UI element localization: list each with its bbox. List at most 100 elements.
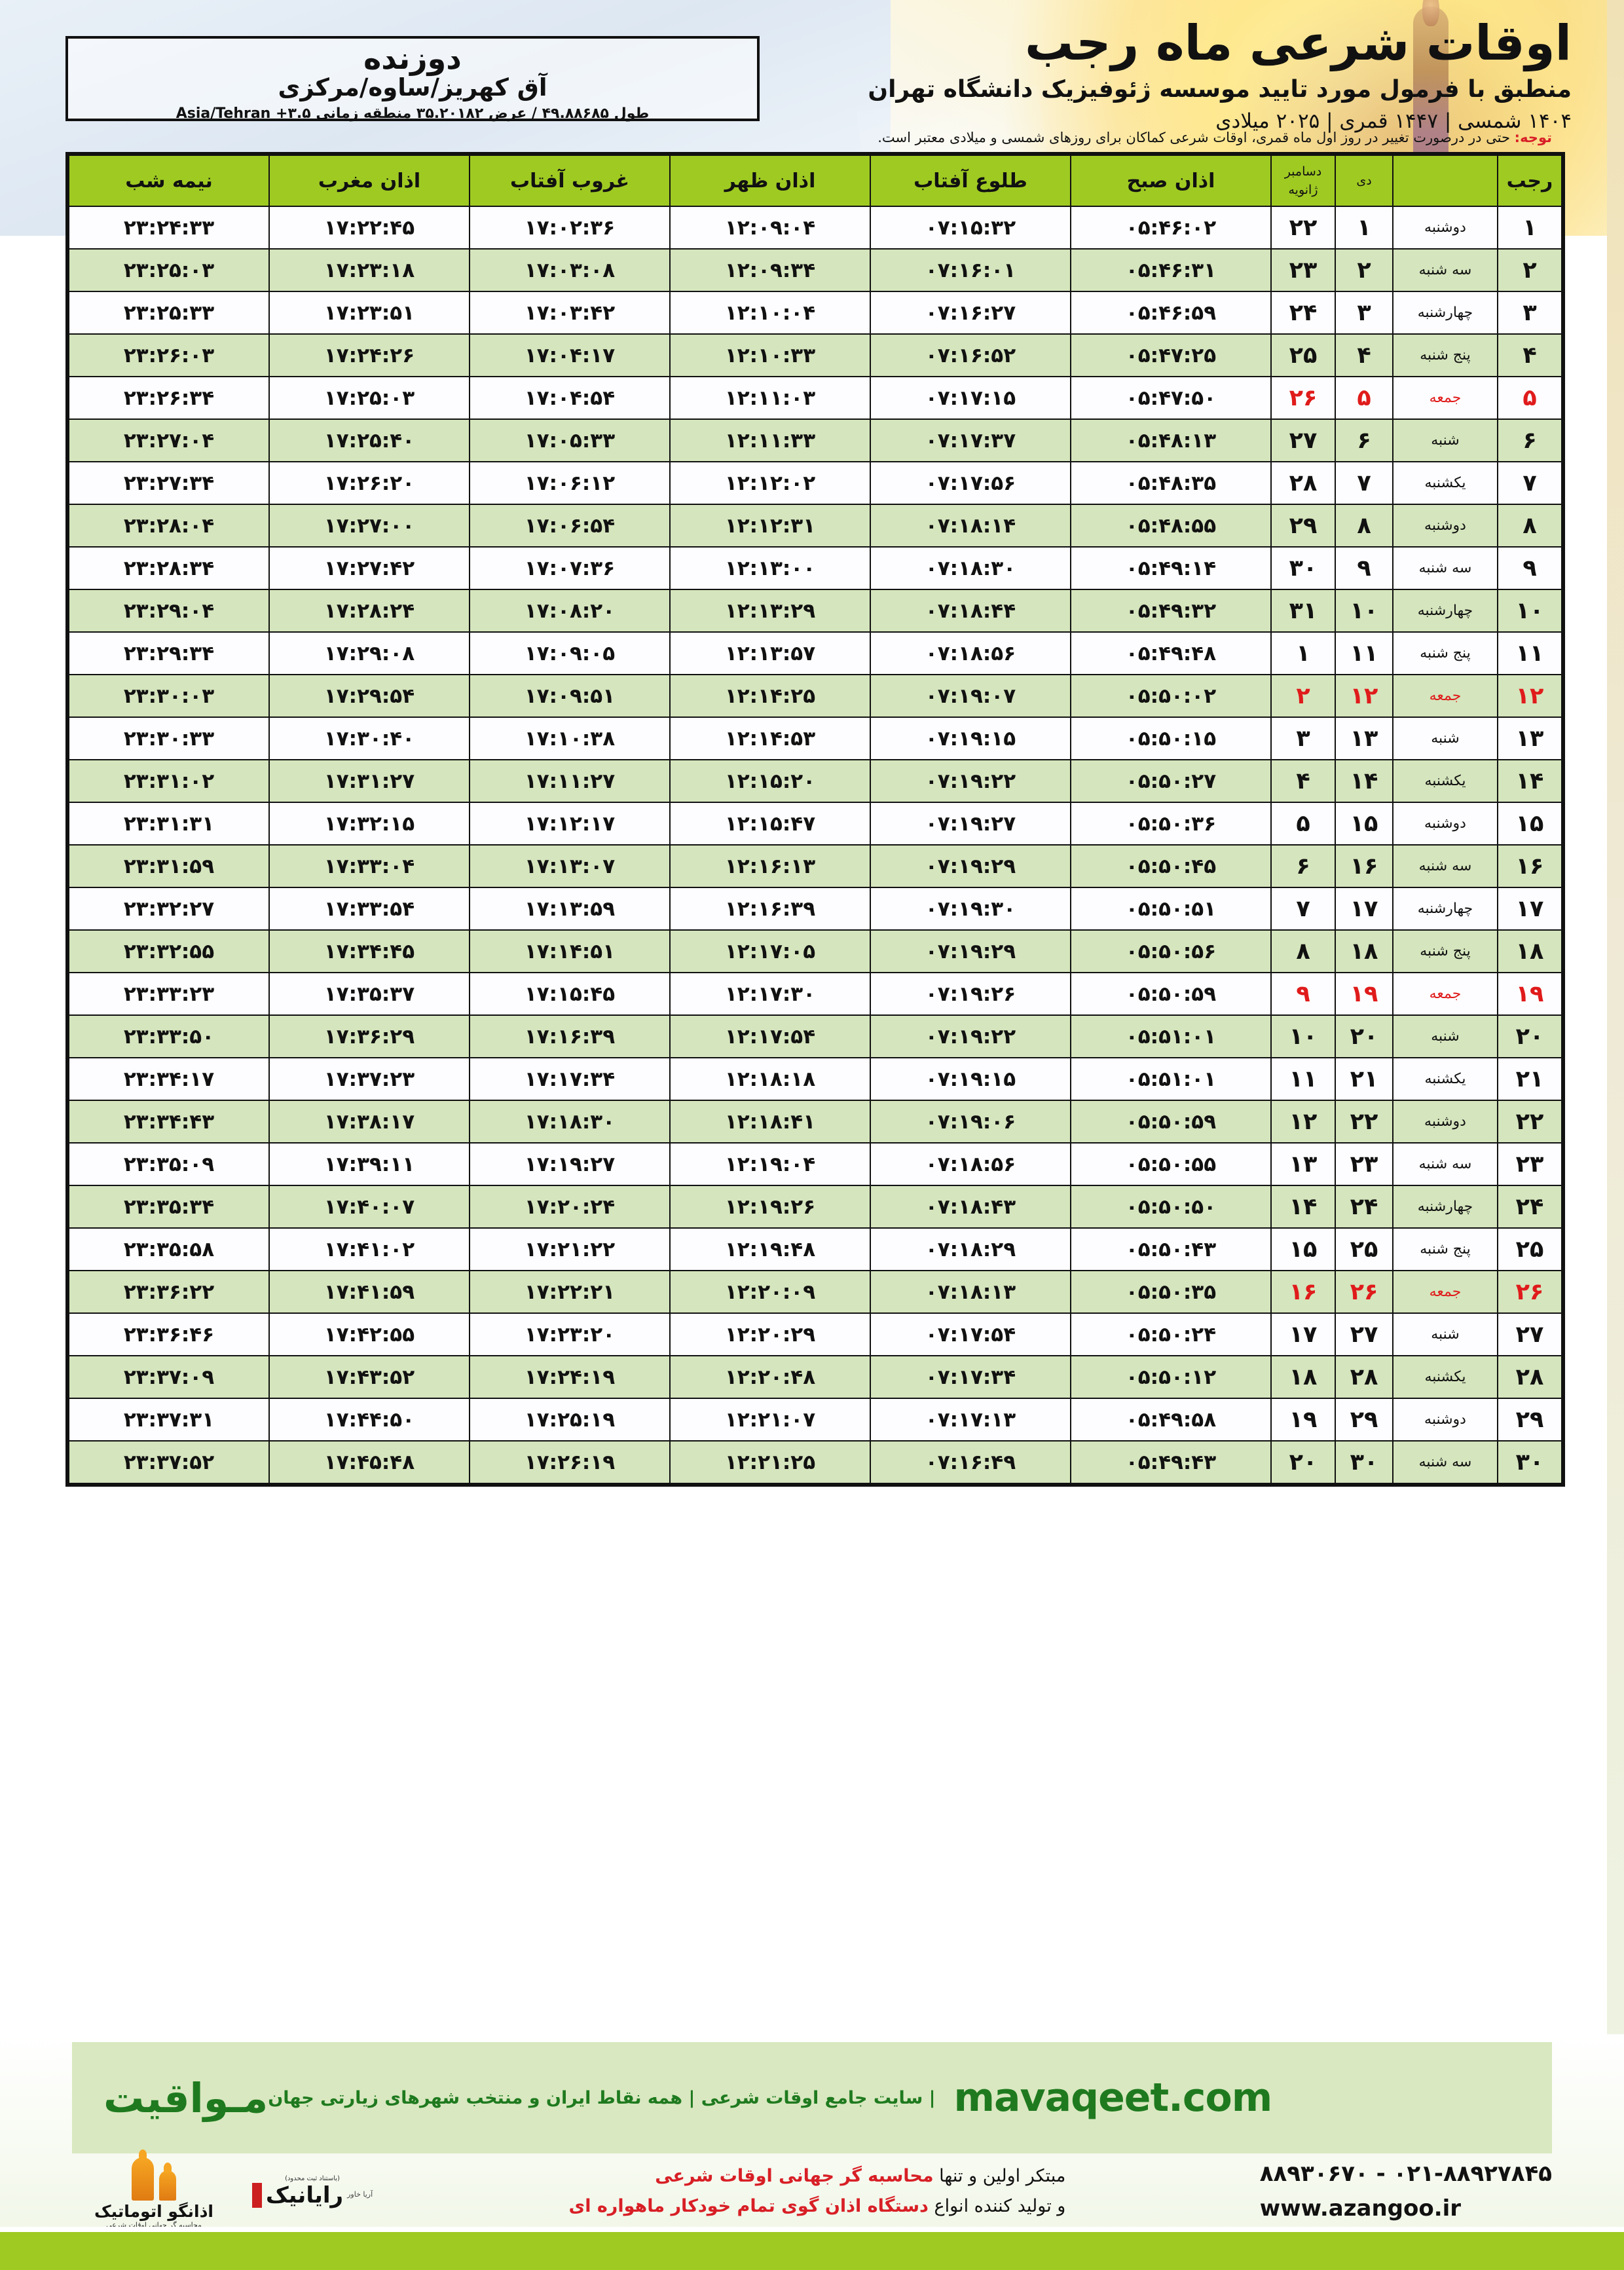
table-body: ۱ دوشنبه ۱ ۲۲ ۰۵:۴۶:۰۲ ۰۷:۱۵:۳۲ ۱۲:۰۹:۰۴ ۱۷:۰۲:… bbox=[68, 206, 1562, 1484]
time-sunrise: ۰۷:۱۸:۱۳ bbox=[870, 1270, 1071, 1314]
table-row: ۱۱ پنج شنبه ۱۱ ۱ ۰۵:۴۹:۴۸ ۰۷:۱۸:۵۶ ۱۲:۱۳:۵۷ ۱۷:… bbox=[68, 631, 1562, 675]
day-number-rajab: ۲۴ bbox=[1497, 1185, 1562, 1229]
day-number-gregorian: ۲۶ bbox=[1270, 376, 1336, 420]
time-sunset: ۱۷:۰۴:۱۷ bbox=[469, 333, 671, 377]
time-midnight: ۲۳:۳۰:۰۳ bbox=[68, 674, 270, 718]
time-fajr: ۰۵:۴۹:۵۸ bbox=[1070, 1398, 1272, 1442]
time-midnight: ۲۳:۲۹:۳۴ bbox=[68, 631, 270, 675]
time-maghrib: ۱۷:۲۶:۲۰ bbox=[268, 461, 470, 505]
table-row: ۲۹ دوشنبه ۲۹ ۱۹ ۰۵:۴۹:۵۸ ۰۷:۱۷:۱۳ ۱۲:۲۱:۰۷ ۱۷:۲… bbox=[68, 1398, 1562, 1442]
time-maghrib: ۱۷:۲۳:۱۸ bbox=[268, 248, 470, 292]
time-sunrise: ۰۷:۱۵:۳۲ bbox=[870, 206, 1071, 250]
table-row: ۲۶ جمعه ۲۶ ۱۶ ۰۵:۵۰:۳۵ ۰۷:۱۸:۱۳ ۱۲:۲۰:۰۹ ۱۷:۲۲:… bbox=[68, 1270, 1562, 1314]
time-midnight: ۲۳:۲۴:۳۳ bbox=[68, 206, 270, 250]
day-number-gregorian: ۱۱ bbox=[1270, 1057, 1336, 1101]
time-dhuhr: ۱۲:۱۳:۵۷ bbox=[669, 631, 871, 675]
time-midnight: ۲۳:۳۵:۳۴ bbox=[68, 1185, 270, 1229]
day-number-rajab: ۲۳ bbox=[1497, 1142, 1562, 1186]
weekday-name: چهارشنبه bbox=[1392, 1185, 1498, 1229]
title-block: اوقات شرعی ماه رجب منطبق با فرمول مورد ت… bbox=[799, 15, 1572, 132]
header-sunset: غروب آفتاب bbox=[469, 155, 671, 207]
rayanik-side-text: آریا خاور bbox=[347, 2190, 373, 2199]
time-dhuhr: ۱۲:۱۳:۰۰ bbox=[669, 546, 871, 590]
day-number-gregorian: ۳ bbox=[1270, 716, 1336, 760]
time-fajr: ۰۵:۵۱:۰۱ bbox=[1070, 1014, 1272, 1058]
table-row: ۲۲ دوشنبه ۲۲ ۱۲ ۰۵:۵۰:۵۹ ۰۷:۱۹:۰۶ ۱۲:۱۸:۴۱ ۱۷:۱… bbox=[68, 1100, 1562, 1144]
time-fajr: ۰۵:۴۹:۴۸ bbox=[1070, 631, 1272, 675]
time-sunrise: ۰۷:۱۹:۳۰ bbox=[870, 887, 1071, 931]
day-number-dey: ۱۸ bbox=[1335, 929, 1393, 973]
table-row: ۴ پنج شنبه ۴ ۲۵ ۰۵:۴۷:۲۵ ۰۷:۱۶:۵۲ ۱۲:۱۰:۳۳ ۱۷:۰… bbox=[68, 333, 1562, 377]
time-fajr: ۰۵:۴۷:۲۵ bbox=[1070, 333, 1272, 377]
contact-website[interactable]: www.azangoo.ir bbox=[1259, 2195, 1462, 2222]
contact-phone: ۰۲۱-۸۸۹۲۷۸۴۵ - ۸۸۹۳۰۶۷۰ bbox=[1259, 2161, 1552, 2187]
time-sunset: ۱۷:۱۶:۳۹ bbox=[469, 1014, 671, 1058]
time-sunset: ۱۷:۰۶:۱۲ bbox=[469, 461, 671, 505]
table-row: ۱۵ دوشنبه ۱۵ ۵ ۰۵:۵۰:۳۶ ۰۷:۱۹:۲۷ ۱۲:۱۵:۴۷ ۱۷:۱۲… bbox=[68, 802, 1562, 846]
time-sunset: ۱۷:۰۷:۳۶ bbox=[469, 546, 671, 590]
time-sunrise: ۰۷:۱۹:۰۷ bbox=[870, 674, 1071, 718]
table-row: ۳۰ سه شنبه ۳۰ ۲۰ ۰۵:۴۹:۴۳ ۰۷:۱۶:۴۹ ۱۲:۲۱:۲۵ ۱۷:… bbox=[68, 1440, 1562, 1484]
time-sunrise: ۰۷:۱۹:۲۲ bbox=[870, 759, 1071, 803]
time-maghrib: ۱۷:۳۳:۵۴ bbox=[268, 887, 470, 931]
day-number-gregorian: ۱۸ bbox=[1270, 1355, 1336, 1399]
time-sunrise: ۰۷:۱۸:۱۴ bbox=[870, 504, 1071, 548]
weekday-name: یکشنبه bbox=[1392, 461, 1498, 505]
time-midnight: ۲۳:۳۴:۱۷ bbox=[68, 1057, 270, 1101]
time-maghrib: ۱۷:۲۵:۰۳ bbox=[268, 376, 470, 420]
header-maghrib: اذان مغرب bbox=[268, 155, 470, 207]
location-box: دوزنده آق کهریز/ساوه/مرکزی طول ۴۹.۸۸۶۸۵ … bbox=[65, 36, 760, 122]
table-row: ۲۳ سه شنبه ۲۳ ۱۳ ۰۵:۵۰:۵۵ ۰۷:۱۸:۵۶ ۱۲:۱۹:۰۴ ۱۷:… bbox=[68, 1142, 1562, 1186]
day-number-rajab: ۲۲ bbox=[1497, 1100, 1562, 1144]
promo-website[interactable]: mavaqeet.com bbox=[953, 2075, 1273, 2121]
time-fajr: ۰۵:۵۱:۰۱ bbox=[1070, 1057, 1272, 1101]
time-dhuhr: ۱۲:۱۰:۳۳ bbox=[669, 333, 871, 377]
footer-green-strip bbox=[0, 2232, 1624, 2270]
time-sunrise: ۰۷:۱۹:۲۹ bbox=[870, 844, 1071, 888]
promo-band: mavaqeet.com | سایت جامع اوقات شرعی | هم… bbox=[72, 2042, 1552, 2153]
time-maghrib: ۱۷:۴۵:۴۸ bbox=[268, 1440, 470, 1484]
footer-description: مبتکر اولین و تنها محاسبه گر جهانی اوقات… bbox=[568, 2161, 1065, 2222]
desc-line2-highlight: دستگاه اذان گوی تمام خودکار ماهواره ای bbox=[568, 2196, 929, 2216]
time-dhuhr: ۱۲:۱۱:۰۳ bbox=[669, 376, 871, 420]
time-fajr: ۰۵:۵۰:۱۵ bbox=[1070, 716, 1272, 760]
desc-line1-plain: مبتکر اولین و تنها bbox=[933, 2166, 1066, 2187]
time-maghrib: ۱۷:۴۳:۵۲ bbox=[268, 1355, 470, 1399]
day-number-gregorian: ۲۴ bbox=[1270, 291, 1336, 335]
time-sunset: ۱۷:۰۴:۵۴ bbox=[469, 376, 671, 420]
day-number-dey: ۲۱ bbox=[1335, 1057, 1393, 1101]
time-dhuhr: ۱۲:۱۴:۲۵ bbox=[669, 674, 871, 718]
time-sunrise: ۰۷:۱۸:۵۶ bbox=[870, 631, 1071, 675]
time-dhuhr: ۱۲:۱۸:۴۱ bbox=[669, 1100, 871, 1144]
note-line: توجه: حتی در درصورت تغییر در روز اول ماه… bbox=[72, 130, 1552, 145]
day-number-rajab: ۷ bbox=[1497, 461, 1562, 505]
time-sunset: ۱۷:۱۳:۰۷ bbox=[469, 844, 671, 888]
time-midnight: ۲۳:۲۸:۰۴ bbox=[68, 504, 270, 548]
day-number-gregorian: ۱۹ bbox=[1270, 1398, 1336, 1442]
weekday-name: دوشنبه bbox=[1392, 206, 1498, 250]
weekday-name: پنج شنبه bbox=[1392, 631, 1498, 675]
time-dhuhr: ۱۲:۲۰:۴۸ bbox=[669, 1355, 871, 1399]
day-number-gregorian: ۲۹ bbox=[1270, 504, 1336, 548]
table-row: ۲۰ شنبه ۲۰ ۱۰ ۰۵:۵۱:۰۱ ۰۷:۱۹:۲۲ ۱۲:۱۷:۵۴ ۱۷:۱۶:… bbox=[68, 1014, 1562, 1058]
day-number-rajab: ۱۳ bbox=[1497, 716, 1562, 760]
page-header: اوقات شرعی ماه رجب منطبق با فرمول مورد ت… bbox=[0, 0, 1624, 228]
weekday-name: پنج شنبه bbox=[1392, 1227, 1498, 1271]
time-dhuhr: ۱۲:۱۰:۰۴ bbox=[669, 291, 871, 335]
weekday-name: سه شنبه bbox=[1392, 248, 1498, 292]
day-number-dey: ۱۴ bbox=[1335, 759, 1393, 803]
time-maghrib: ۱۷:۳۸:۱۷ bbox=[268, 1100, 470, 1144]
table-row: ۱۴ یکشنبه ۱۴ ۴ ۰۵:۵۰:۲۷ ۰۷:۱۹:۲۲ ۱۲:۱۵:۲۰ ۱۷:۱۱… bbox=[68, 759, 1562, 803]
time-maghrib: ۱۷:۴۴:۵۰ bbox=[268, 1398, 470, 1442]
time-midnight: ۲۳:۲۶:۰۳ bbox=[68, 333, 270, 377]
time-maghrib: ۱۷:۳۰:۴۰ bbox=[268, 716, 470, 760]
time-sunset: ۱۷:۰۲:۳۶ bbox=[469, 206, 671, 250]
time-maghrib: ۱۷:۳۱:۲۷ bbox=[268, 759, 470, 803]
time-dhuhr: ۱۲:۲۱:۰۷ bbox=[669, 1398, 871, 1442]
page-title: اوقات شرعی ماه رجب bbox=[1024, 15, 1572, 71]
time-fajr: ۰۵:۴۹:۴۳ bbox=[1070, 1440, 1272, 1484]
time-fajr: ۰۵:۵۰:۵۶ bbox=[1070, 929, 1272, 973]
weekday-name: جمعه bbox=[1392, 674, 1498, 718]
day-number-gregorian: ۸ bbox=[1270, 929, 1336, 973]
time-sunrise: ۰۷:۱۹:۱۵ bbox=[870, 1057, 1071, 1101]
